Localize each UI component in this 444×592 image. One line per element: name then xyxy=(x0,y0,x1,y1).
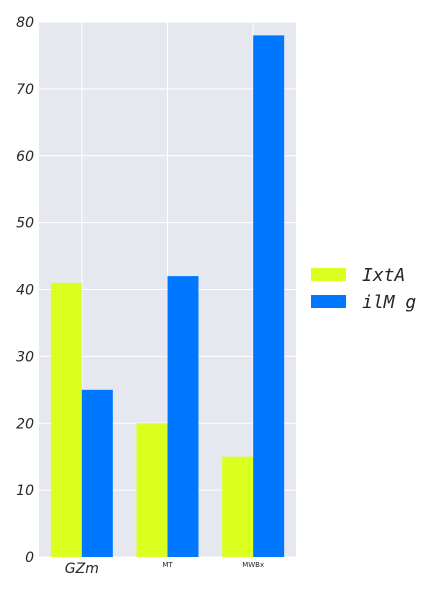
y-tick-label: 40 xyxy=(16,283,34,299)
x-tick-label: GZm xyxy=(65,561,99,577)
y-tick-label: 60 xyxy=(16,149,34,165)
y-tick-label: 10 xyxy=(16,483,34,499)
bar-MWBx-series-1 xyxy=(222,456,254,557)
bar-MWBx-series-2 xyxy=(253,35,285,557)
y-tick-label: 0 xyxy=(25,550,34,566)
x-axis-ticks: GZm MT MWBx xyxy=(65,561,264,577)
legend-label: ilM g xyxy=(362,292,416,313)
y-tick-label: 80 xyxy=(16,15,34,31)
y-tick-label: 50 xyxy=(16,216,34,232)
bar-GZm-series-1 xyxy=(50,282,82,557)
bar-MT-series-1 xyxy=(136,423,168,557)
legend: IxtA ilM g xyxy=(311,265,416,313)
x-tick-label: MWBx xyxy=(242,561,264,569)
legend-swatch xyxy=(311,295,346,308)
bars xyxy=(50,35,285,557)
bar-MT-series-2 xyxy=(167,276,199,557)
bar-GZm-series-2 xyxy=(81,389,113,557)
y-tick-label: 70 xyxy=(16,82,34,98)
y-tick-label: 30 xyxy=(16,349,34,365)
legend-swatch xyxy=(311,268,346,281)
x-tick-label: MT xyxy=(162,561,173,569)
legend-label: IxtA xyxy=(362,265,405,286)
y-tick-label: 20 xyxy=(16,416,34,432)
y-axis-ticks: 0 10 20 30 40 50 60 70 80 xyxy=(16,15,34,566)
